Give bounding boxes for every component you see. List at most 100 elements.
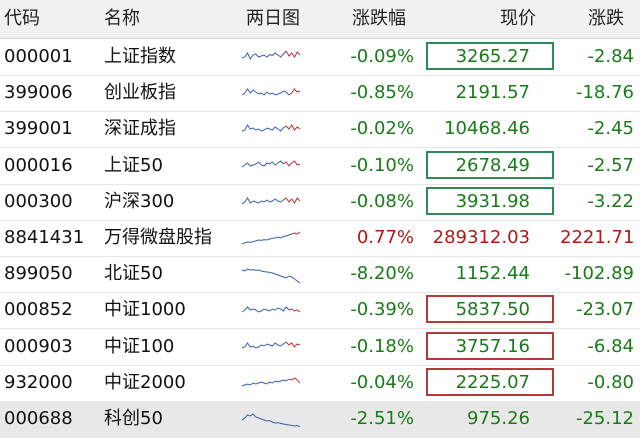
- row-price-value: 3757.16: [455, 335, 530, 357]
- header-price[interactable]: 现价: [500, 8, 536, 29]
- row-sparkline: [238, 148, 304, 184]
- row-code: 399006: [4, 82, 73, 104]
- row-price-value: 2678.49: [455, 154, 530, 176]
- row-code: 8841431: [4, 227, 85, 248]
- table-row[interactable]: 000001 上证指数 -0.09% 3265.27 -2.84: [0, 39, 640, 76]
- table-row[interactable]: 399001 深证成指 -0.02% 10468.46 -2.45: [0, 111, 640, 149]
- row-sparkline: [238, 329, 304, 365]
- row-price-value: 975.26: [467, 408, 530, 429]
- row-sparkline: [238, 75, 304, 111]
- row-price: 10468.46: [424, 111, 556, 147]
- row-code: 000688: [4, 408, 73, 429]
- price-highlight-box: [426, 367, 554, 396]
- sparkline-day2: [288, 88, 301, 96]
- table-row[interactable]: 399006 创业板指 -0.85% 2191.57 -18.76: [0, 75, 640, 113]
- sparkline-chart: [241, 306, 301, 313]
- row-pct: -0.85%: [350, 82, 414, 104]
- row-code: 000016: [4, 154, 73, 176]
- row-name: 万得微盘股指: [104, 227, 212, 248]
- sparkline-day1: [241, 124, 287, 133]
- sparkline-day1: [241, 196, 284, 205]
- row-price: 1152.44: [424, 256, 556, 292]
- row-name: 深证成指: [104, 118, 176, 140]
- sparkline-day2: [288, 308, 301, 313]
- row-code: 932000: [4, 371, 73, 393]
- header-pct[interactable]: 涨跌幅: [352, 8, 406, 29]
- row-change: -2.57: [587, 154, 634, 176]
- row-pct: -0.10%: [350, 154, 414, 176]
- sparkline-day2: [285, 341, 301, 348]
- row-name: 中证2000: [104, 371, 186, 393]
- sparkline-day1: [241, 378, 290, 387]
- row-name: 科创50: [104, 408, 163, 429]
- header-code[interactable]: 代码: [4, 8, 40, 29]
- sparkline-chart: [241, 50, 301, 61]
- row-change: -2.84: [587, 46, 634, 67]
- table-row[interactable]: 932000 中证2000 -0.04% 2225.07 -0.80: [0, 365, 640, 402]
- table-row[interactable]: 000852 中证1000 -0.39% 5837.50 -23.07: [0, 292, 640, 330]
- row-price-value: 289312.03: [432, 227, 530, 248]
- row-name: 上证指数: [104, 46, 176, 67]
- table-row[interactable]: 000016 上证50 -0.10% 2678.49 -2.57: [0, 148, 640, 185]
- row-sparkline: [238, 292, 304, 328]
- row-price-value: 2225.07: [455, 371, 530, 393]
- table-header: 代码 名称 两日图 涨跌幅 现价 涨跌: [0, 0, 640, 39]
- sparkline-chart: [241, 268, 301, 284]
- row-name: 中证1000: [104, 299, 186, 321]
- table-row[interactable]: 000300 沪深300 -0.08% 3931.98 -3.22: [0, 184, 640, 221]
- row-sparkline: [238, 184, 304, 220]
- sparkline-day2: [283, 159, 301, 167]
- row-code: 899050: [4, 263, 73, 285]
- table-row[interactable]: 000688 科创50 -2.51% 975.26 -25.12: [0, 401, 640, 438]
- row-name: 沪深300: [104, 190, 175, 212]
- row-change: -3.22: [587, 190, 634, 212]
- row-price-value: 3265.27: [455, 46, 530, 67]
- row-price: 2191.57: [424, 75, 556, 111]
- header-chart[interactable]: 两日图: [246, 8, 300, 29]
- row-pct: -2.51%: [350, 408, 414, 429]
- row-pct: -0.39%: [350, 299, 414, 321]
- row-pct: -0.02%: [350, 118, 414, 140]
- price-highlight-box: [426, 150, 554, 179]
- row-price: 3931.98: [424, 184, 556, 220]
- row-change: -25.12: [575, 408, 634, 429]
- price-highlight-box: [426, 42, 554, 70]
- row-sparkline: [238, 256, 304, 292]
- price-highlight-box: [426, 186, 554, 215]
- row-sparkline: [238, 220, 304, 256]
- row-pct: 0.77%: [356, 227, 414, 248]
- sparkline-chart: [241, 88, 301, 96]
- sparkline-day1: [241, 268, 301, 284]
- row-price: 289312.03: [424, 220, 556, 256]
- row-sparkline: [238, 111, 304, 147]
- table-row[interactable]: 000903 中证100 -0.18% 3757.16 -6.84: [0, 329, 640, 366]
- sparkline-day2: [291, 231, 301, 235]
- sparkline-chart: [241, 341, 301, 349]
- row-change: -0.80: [587, 371, 634, 393]
- row-price: 2678.49: [424, 148, 556, 184]
- row-pct: -0.09%: [350, 46, 414, 67]
- header-name[interactable]: 名称: [104, 8, 140, 29]
- price-highlight-box: [426, 331, 554, 360]
- header-change[interactable]: 涨跌: [588, 8, 624, 29]
- sparkline-day2: [285, 50, 301, 58]
- row-price: 2225.07: [424, 365, 556, 401]
- row-pct: -0.08%: [350, 190, 414, 212]
- sparkline-day1: [241, 50, 287, 61]
- row-price-value: 2191.57: [455, 82, 530, 104]
- sparkline-day1: [241, 159, 284, 167]
- table-row[interactable]: 8841431 万得微盘股指 0.77% 289312.03 2221.71: [0, 220, 640, 257]
- row-pct: -0.04%: [350, 371, 414, 393]
- table-row[interactable]: 899050 北证50 -8.20% 1152.44 -102.89: [0, 256, 640, 294]
- row-price-value: 10468.46: [444, 118, 530, 140]
- row-name: 中证100: [104, 335, 175, 357]
- row-name: 创业板指: [104, 82, 176, 104]
- sparkline-chart: [241, 124, 301, 133]
- row-sparkline: [238, 39, 304, 75]
- row-price-value: 3931.98: [455, 190, 530, 212]
- row-code: 000001: [4, 46, 73, 67]
- row-name: 上证50: [104, 154, 163, 176]
- row-change: -6.84: [587, 335, 634, 357]
- row-pct: -0.18%: [350, 335, 414, 357]
